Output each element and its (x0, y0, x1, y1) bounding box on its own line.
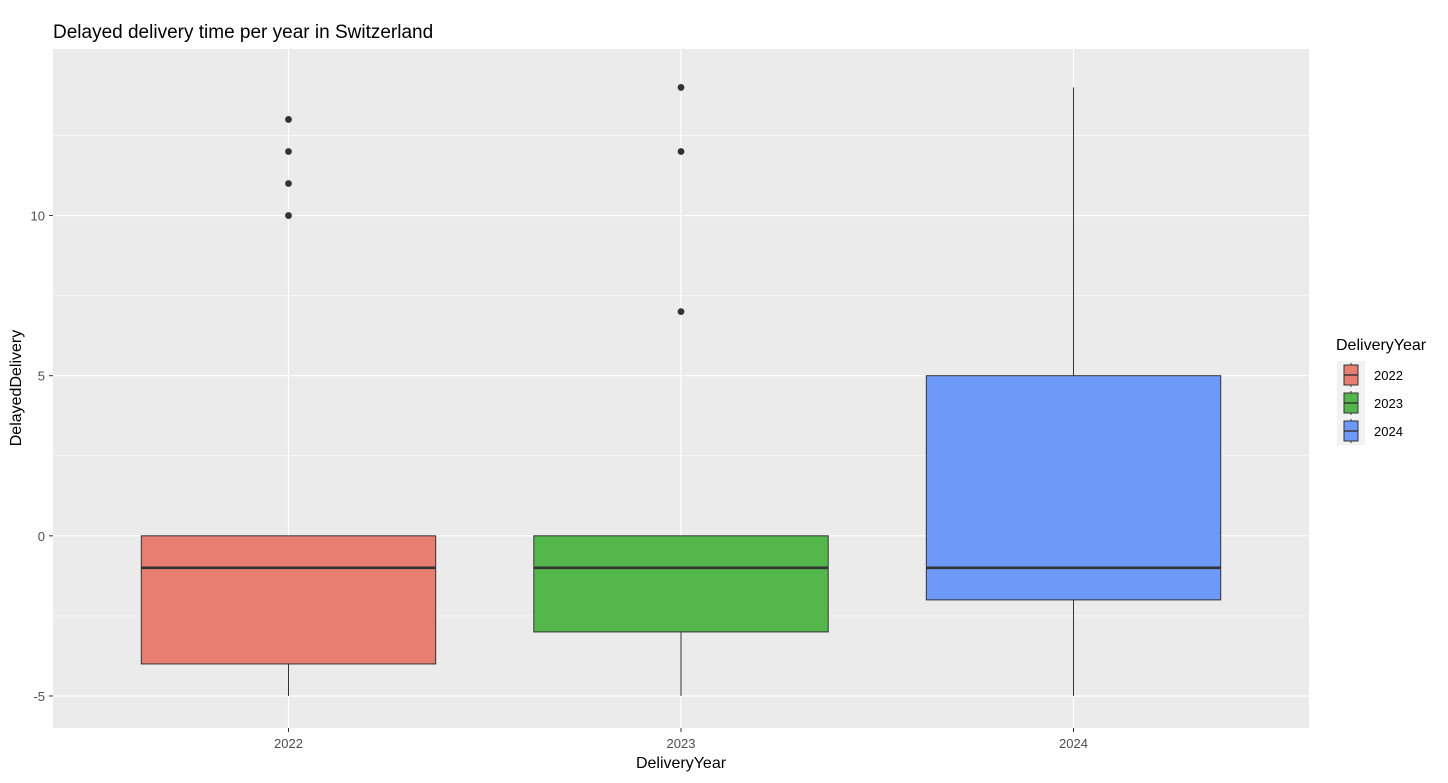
box-iqr (925, 375, 1222, 601)
outlier-point (285, 180, 292, 187)
outlier-point (677, 148, 685, 155)
box-2024 (925, 87, 1222, 696)
box-iqr (533, 535, 829, 633)
y-axis: -5 0 5 10 (31, 209, 53, 704)
y-tick-label: -5 (33, 689, 45, 704)
outlier-point (677, 84, 685, 91)
legend-item-2024: 2024 (1337, 417, 1403, 445)
box-iqr (140, 535, 437, 665)
legend-label: 2022 (1374, 368, 1403, 383)
outlier-point (285, 116, 292, 123)
boxes (140, 84, 1222, 696)
legend-label: 2023 (1374, 396, 1403, 411)
chart-title: Delayed delivery time per year in Switze… (53, 22, 433, 43)
legend-item-2023: 2023 (1337, 389, 1403, 417)
x-axis: 2022 2023 2024 (274, 728, 1088, 751)
y-tick-label: 10 (31, 209, 45, 224)
legend-item-2022: 2022 (1337, 361, 1403, 389)
outlier-point (677, 308, 685, 316)
y-tick-label: 0 (38, 529, 45, 544)
x-tick-label: 2024 (1059, 736, 1088, 751)
x-tick-label: 2022 (274, 736, 303, 751)
y-tick-label: 5 (38, 369, 45, 384)
x-tick-label: 2023 (667, 736, 696, 751)
x-axis-label: DeliveryYear (636, 755, 727, 772)
y-axis-label: DelayedDelivery (8, 330, 25, 447)
outlier-point (285, 212, 292, 219)
box-2023 (533, 84, 829, 696)
legend-label: 2024 (1374, 424, 1403, 439)
box-2022 (140, 116, 437, 696)
outlier-point (285, 148, 292, 155)
legend-title: DeliveryYear (1336, 337, 1427, 354)
legend: DeliveryYear 2022 2023 2024 (1336, 337, 1427, 445)
